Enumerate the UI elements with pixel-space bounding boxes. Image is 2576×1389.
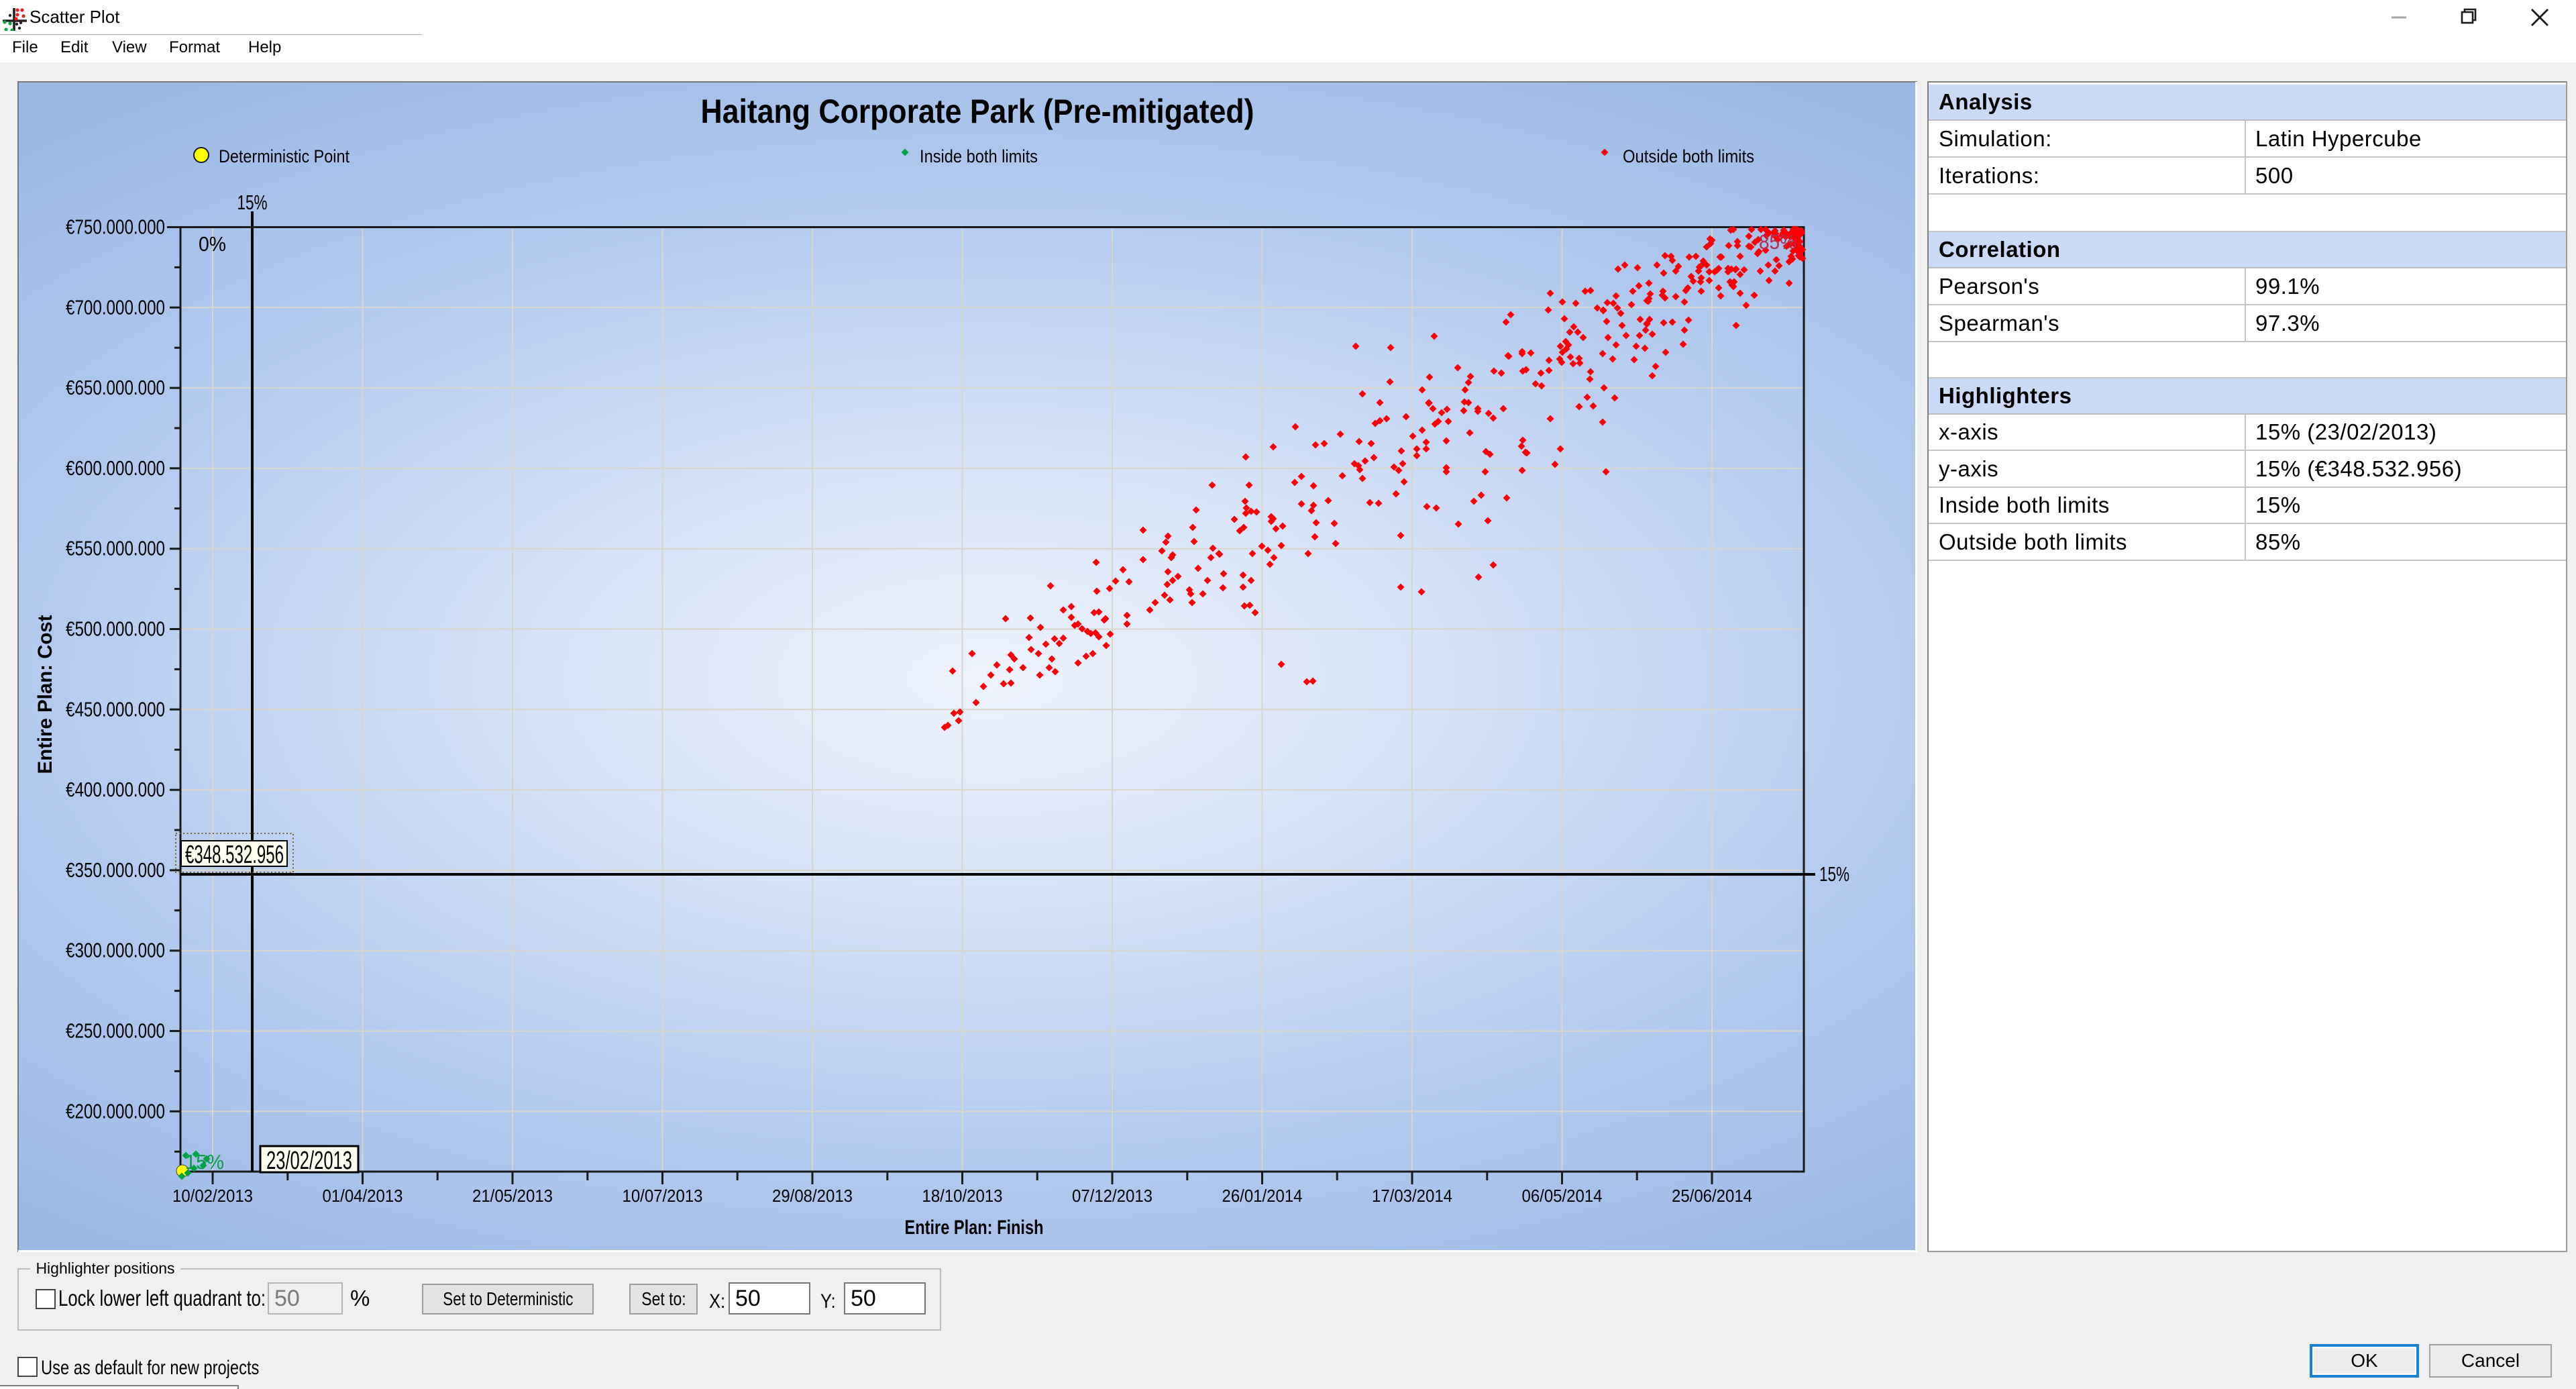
svg-text:€750.000.000: €750.000.000 <box>66 215 165 239</box>
svg-text:01/04/2013: 01/04/2013 <box>323 1186 403 1206</box>
svg-text:0%: 0% <box>199 232 226 256</box>
svg-text:€550.000.000: €550.000.000 <box>66 537 165 560</box>
svg-text:10/07/2013: 10/07/2013 <box>623 1186 703 1206</box>
svg-text:Inside both limits: Inside both limits <box>920 146 1038 166</box>
svg-text:15%: 15% <box>1819 862 1849 886</box>
svg-text:€200.000.000: €200.000.000 <box>66 1099 165 1123</box>
svg-text:€450.000.000: €450.000.000 <box>66 697 165 721</box>
svg-text:€400.000.000: €400.000.000 <box>66 778 165 801</box>
svg-text:€300.000.000: €300.000.000 <box>66 939 165 962</box>
svg-text:18/10/2013: 18/10/2013 <box>922 1186 1003 1206</box>
svg-text:17/03/2014: 17/03/2014 <box>1372 1186 1452 1206</box>
svg-text:15%: 15% <box>237 191 268 214</box>
svg-text:21/05/2013: 21/05/2013 <box>472 1186 553 1206</box>
svg-text:€250.000.000: €250.000.000 <box>66 1019 165 1043</box>
svg-text:€350.000.000: €350.000.000 <box>66 858 165 882</box>
svg-text:85%: 85% <box>1759 230 1796 254</box>
svg-text:25/06/2014: 25/06/2014 <box>1672 1186 1752 1206</box>
svg-text:06/05/2014: 06/05/2014 <box>1522 1186 1603 1206</box>
svg-text:€600.000.000: €600.000.000 <box>66 456 165 480</box>
svg-text:07/12/2013: 07/12/2013 <box>1072 1186 1152 1206</box>
svg-text:10/02/2013: 10/02/2013 <box>172 1186 253 1206</box>
svg-text:€348.532.956: €348.532.956 <box>185 841 284 869</box>
svg-text:23/02/2013: 23/02/2013 <box>266 1147 352 1175</box>
svg-text:€700.000.000: €700.000.000 <box>66 295 165 319</box>
svg-text:26/01/2014: 26/01/2014 <box>1222 1186 1303 1206</box>
svg-text:Entire Plan: Finish: Entire Plan: Finish <box>905 1217 1044 1239</box>
svg-text:29/08/2013: 29/08/2013 <box>772 1186 853 1206</box>
svg-text:€500.000.000: €500.000.000 <box>66 617 165 641</box>
svg-text:15%: 15% <box>185 1150 224 1174</box>
svg-text:Entire Plan: Cost: Entire Plan: Cost <box>34 615 56 774</box>
svg-text:Deterministic Point: Deterministic Point <box>219 146 350 166</box>
svg-text:Outside both limits: Outside both limits <box>1623 146 1754 166</box>
svg-text:Haitang Corporate Park (Pre-mi: Haitang Corporate Park (Pre-mitigated) <box>701 93 1254 130</box>
svg-text:€650.000.000: €650.000.000 <box>66 376 165 399</box>
